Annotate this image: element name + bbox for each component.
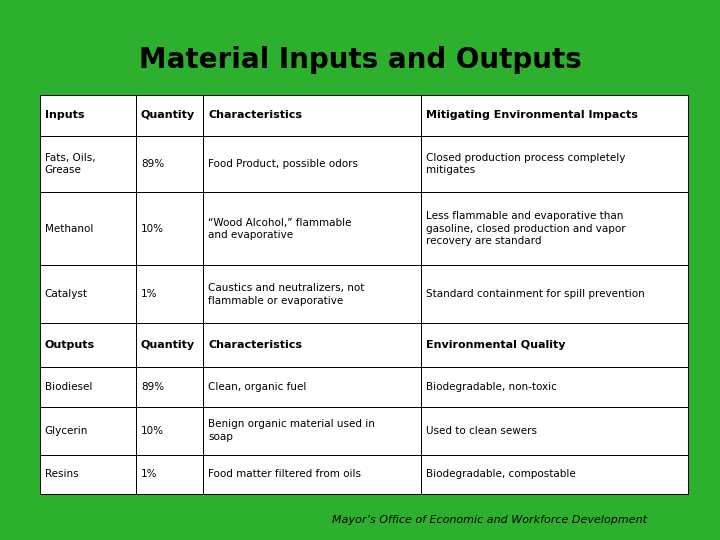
- Bar: [40, 265, 136, 323]
- Text: Inputs: Inputs: [45, 110, 84, 120]
- Bar: [420, 136, 688, 192]
- Text: Characteristics: Characteristics: [208, 340, 302, 350]
- Text: 89%: 89%: [141, 159, 164, 169]
- Bar: [136, 136, 203, 192]
- Bar: [136, 455, 203, 494]
- Bar: [40, 192, 136, 265]
- Bar: [136, 407, 203, 455]
- Bar: [136, 192, 203, 265]
- Text: Environmental Quality: Environmental Quality: [426, 340, 565, 350]
- Text: Outputs: Outputs: [45, 340, 95, 350]
- Bar: [40, 367, 136, 407]
- Bar: [420, 323, 688, 367]
- Text: Fats, Oils,
Grease: Fats, Oils, Grease: [45, 153, 95, 176]
- Bar: [203, 367, 420, 407]
- Bar: [203, 192, 420, 265]
- Bar: [203, 407, 420, 455]
- Bar: [40, 407, 136, 455]
- Bar: [40, 323, 136, 367]
- Text: Quantity: Quantity: [141, 340, 195, 350]
- Text: “Wood Alcohol,” flammable
and evaporative: “Wood Alcohol,” flammable and evaporativ…: [208, 218, 352, 240]
- Bar: [420, 367, 688, 407]
- Text: Mitigating Environmental Impacts: Mitigating Environmental Impacts: [426, 110, 637, 120]
- Text: Methanol: Methanol: [45, 224, 93, 234]
- Text: Mayor’s Office of Economic and Workforce Development: Mayor’s Office of Economic and Workforce…: [332, 515, 647, 525]
- Bar: [136, 265, 203, 323]
- Text: 89%: 89%: [141, 382, 164, 392]
- Bar: [203, 136, 420, 192]
- Text: Resins: Resins: [45, 469, 78, 480]
- Text: Biodegradable, compostable: Biodegradable, compostable: [426, 469, 575, 480]
- Text: 1%: 1%: [141, 469, 157, 480]
- Bar: [420, 407, 688, 455]
- Text: 10%: 10%: [141, 426, 163, 436]
- Text: Material Inputs and Outputs: Material Inputs and Outputs: [139, 46, 581, 74]
- Bar: [203, 323, 420, 367]
- Text: Catalyst: Catalyst: [45, 289, 88, 299]
- Bar: [420, 455, 688, 494]
- Text: Used to clean sewers: Used to clean sewers: [426, 426, 536, 436]
- Text: Glycerin: Glycerin: [45, 426, 88, 436]
- Text: 1%: 1%: [141, 289, 157, 299]
- Text: 10%: 10%: [141, 224, 163, 234]
- Text: Food matter filtered from oils: Food matter filtered from oils: [208, 469, 361, 480]
- Bar: [136, 367, 203, 407]
- Text: Caustics and neutralizers, not
flammable or evaporative: Caustics and neutralizers, not flammable…: [208, 283, 365, 306]
- Text: Closed production process completely
mitigates: Closed production process completely mit…: [426, 153, 625, 176]
- Bar: [203, 455, 420, 494]
- Bar: [40, 136, 136, 192]
- Text: Quantity: Quantity: [141, 110, 195, 120]
- Bar: [136, 94, 203, 136]
- Bar: [420, 265, 688, 323]
- Bar: [40, 94, 136, 136]
- Text: Food Product, possible odors: Food Product, possible odors: [208, 159, 359, 169]
- Bar: [136, 323, 203, 367]
- Bar: [203, 265, 420, 323]
- Text: Standard containment for spill prevention: Standard containment for spill preventio…: [426, 289, 644, 299]
- Bar: [203, 94, 420, 136]
- Text: Characteristics: Characteristics: [208, 110, 302, 120]
- Text: Clean, organic fuel: Clean, organic fuel: [208, 382, 307, 392]
- Text: Biodiesel: Biodiesel: [45, 382, 92, 392]
- Bar: [40, 455, 136, 494]
- Bar: [420, 94, 688, 136]
- Text: Less flammable and evaporative than
gasoline, closed production and vapor
recove: Less flammable and evaporative than gaso…: [426, 211, 625, 246]
- Text: Biodegradable, non-toxic: Biodegradable, non-toxic: [426, 382, 557, 392]
- Bar: [420, 192, 688, 265]
- Text: Benign organic material used in
soap: Benign organic material used in soap: [208, 420, 375, 442]
